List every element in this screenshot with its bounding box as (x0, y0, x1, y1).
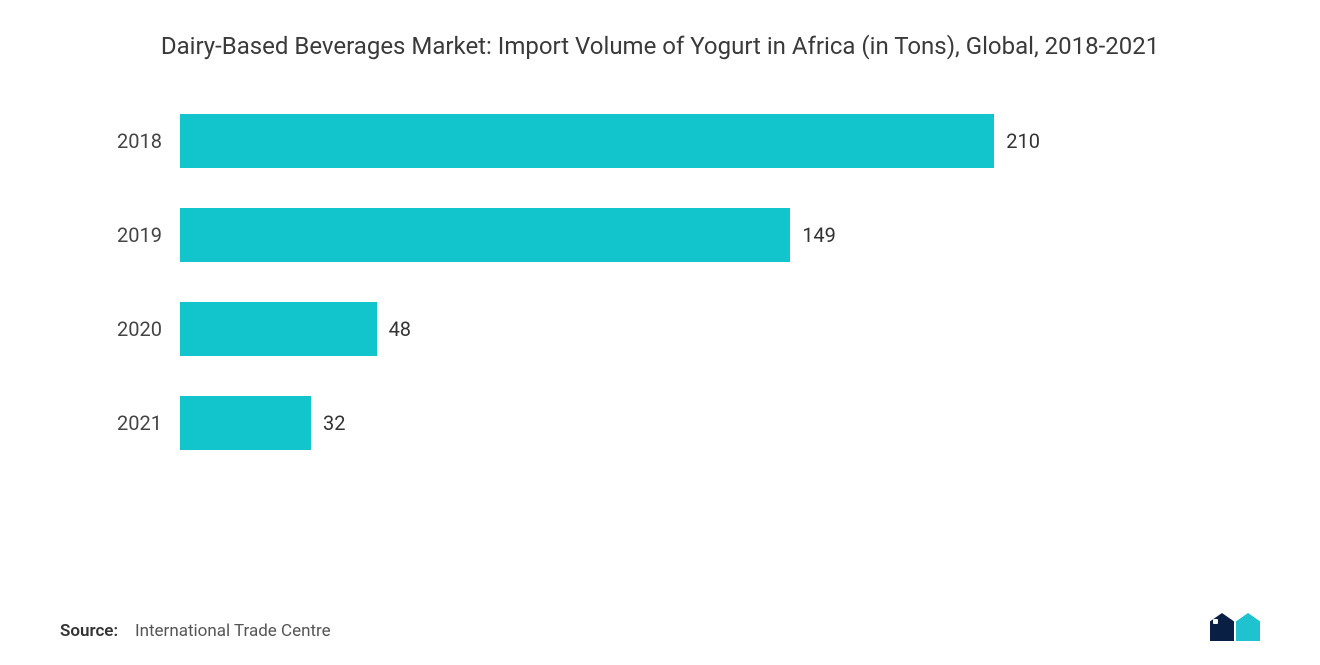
bar-value-label: 32 (311, 411, 345, 435)
bar-container: 210 (180, 114, 1040, 168)
chart-footer: Source: International Trade Centre (60, 613, 1260, 641)
bar-row: 2020 48 (100, 302, 1040, 356)
source-text: International Trade Centre (135, 621, 331, 641)
bar-value-label: 48 (377, 317, 411, 341)
y-axis-label: 2021 (100, 411, 180, 435)
bar (180, 302, 377, 356)
bar-row: 2019 149 (100, 208, 1040, 262)
chart-plot-area: 2018 210 2019 149 2020 48 2021 32 (60, 114, 1260, 450)
chart-title: Dairy-Based Beverages Market: Import Vol… (60, 30, 1260, 64)
logo-shape-accent (1236, 613, 1260, 641)
bar-value-label: 210 (994, 129, 1040, 153)
mordor-intelligence-logo-icon (1210, 613, 1260, 641)
logo-shape-dark (1210, 613, 1234, 641)
y-axis-label: 2020 (100, 317, 180, 341)
bar-container: 48 (180, 302, 1040, 356)
y-axis-label: 2018 (100, 129, 180, 153)
y-axis-label: 2019 (100, 223, 180, 247)
bar-container: 32 (180, 396, 1040, 450)
bar (180, 114, 994, 168)
bar (180, 208, 790, 262)
bar (180, 396, 311, 450)
bar-row: 2018 210 (100, 114, 1040, 168)
bar-row: 2021 32 (100, 396, 1040, 450)
source-line: Source: International Trade Centre (60, 621, 331, 641)
source-label: Source: (60, 621, 118, 641)
bar-container: 149 (180, 208, 1040, 262)
bar-value-label: 149 (790, 223, 836, 247)
